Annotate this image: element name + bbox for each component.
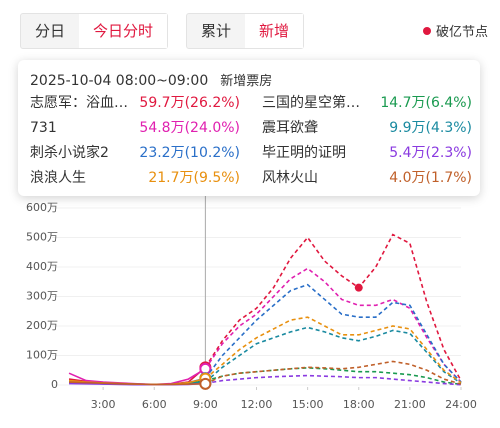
tooltip-value: 14.7万(6.4%) (380, 95, 472, 111)
y-tick-label: 400万 (26, 260, 58, 273)
tab-group: 分日 今日分时 (20, 13, 169, 49)
x-tick-label: 3:00 (91, 398, 116, 411)
tooltip-subtitle: 新增票房 (220, 74, 273, 89)
y-tick-label: 0 (51, 378, 58, 391)
series-name: 731 (30, 120, 57, 136)
tab[interactable]: 分日 (35, 22, 66, 40)
y-tick-label: 100万 (26, 349, 58, 362)
x-tick-label: 24:00 (445, 398, 477, 411)
series-name: 毕正明的证明 (262, 145, 346, 161)
series-name: 震耳欲聋 (262, 120, 318, 136)
x-tick-label: 21:00 (394, 398, 426, 411)
y-tick-label: 500万 (26, 231, 58, 244)
series-name: 志愿军：浴血… (30, 95, 128, 111)
tooltip-row: 震耳欲聋 9.9万(4.3%) (262, 117, 472, 139)
tooltip-row: 风林火山 4.0万(1.7%) (262, 167, 472, 189)
y-tick-label: 600万 (26, 201, 58, 214)
legend-label: 破亿节点 (435, 25, 488, 40)
tooltip-row: 志愿军：浴血… 59.7万(26.2%) (30, 92, 240, 114)
tab-group: 累计 新增 (186, 13, 305, 49)
tooltip-head: 2025-10-04 08:00~09:00 新增票房 (30, 70, 272, 89)
series-line (69, 381, 206, 386)
milestone-point (354, 283, 363, 292)
series-line (204, 267, 462, 383)
tooltip-value: 23.2万(10.2%) (139, 145, 240, 161)
tooltip-value: 9.9万(4.3%) (389, 120, 472, 136)
tooltip-value: 4.0万(1.7%) (389, 170, 472, 186)
series-line (204, 233, 462, 381)
tooltip-value: 59.7万(26.2%) (139, 95, 240, 111)
y-tick-label: 300万 (26, 290, 58, 303)
tooltip-row: 三国的星空第… 14.7万(6.4%) (262, 92, 472, 114)
tooltip-row: 毕正明的证明 5.4万(2.3%) (262, 142, 472, 164)
tooltip-row: 刺杀小说家2 23.2万(10.2%) (30, 142, 240, 164)
series-line (205, 360, 462, 385)
tooltip-title: 2025-10-04 08:00~09:00 (30, 73, 209, 89)
legend: 破亿节点 (422, 21, 488, 40)
series-name: 刺杀小说家2 (30, 145, 109, 161)
x-tick-label: 18:00 (343, 398, 375, 411)
x-tick-label: 9:00 (193, 398, 218, 411)
tooltip-value: 21.7万(9.5%) (148, 170, 240, 186)
tooltip: 2025-10-04 08:00~09:00 新增票房 志愿军：浴血… 59.7万(… (18, 60, 480, 196)
tooltip-value: 54.8万(24.0%) (139, 120, 240, 136)
tab[interactable]: 今日分时 (79, 14, 168, 48)
x-tick-label: 15:00 (292, 398, 324, 411)
tab[interactable]: 累计 (201, 22, 232, 40)
series-name: 三国的星空第… (262, 95, 360, 111)
series-line (204, 316, 462, 384)
tooltip-value: 5.4万(2.3%) (389, 145, 472, 161)
x-tick-label: 6:00 (142, 398, 167, 411)
hover-point (199, 377, 212, 390)
series-line (205, 374, 462, 386)
x-tick-label: 12:00 (241, 398, 273, 411)
legend-dot (422, 27, 431, 35)
series-name: 风林火山 (262, 170, 318, 186)
tooltip-row: 浪浪人生 21.7万(9.5%) (30, 167, 240, 189)
series-name: 浪浪人生 (30, 170, 86, 186)
tab[interactable]: 新增 (245, 14, 304, 48)
series-line (204, 283, 462, 383)
y-tick-label: 200万 (26, 319, 58, 332)
tooltip-row: 731 54.8万(24.0%) (30, 117, 240, 139)
